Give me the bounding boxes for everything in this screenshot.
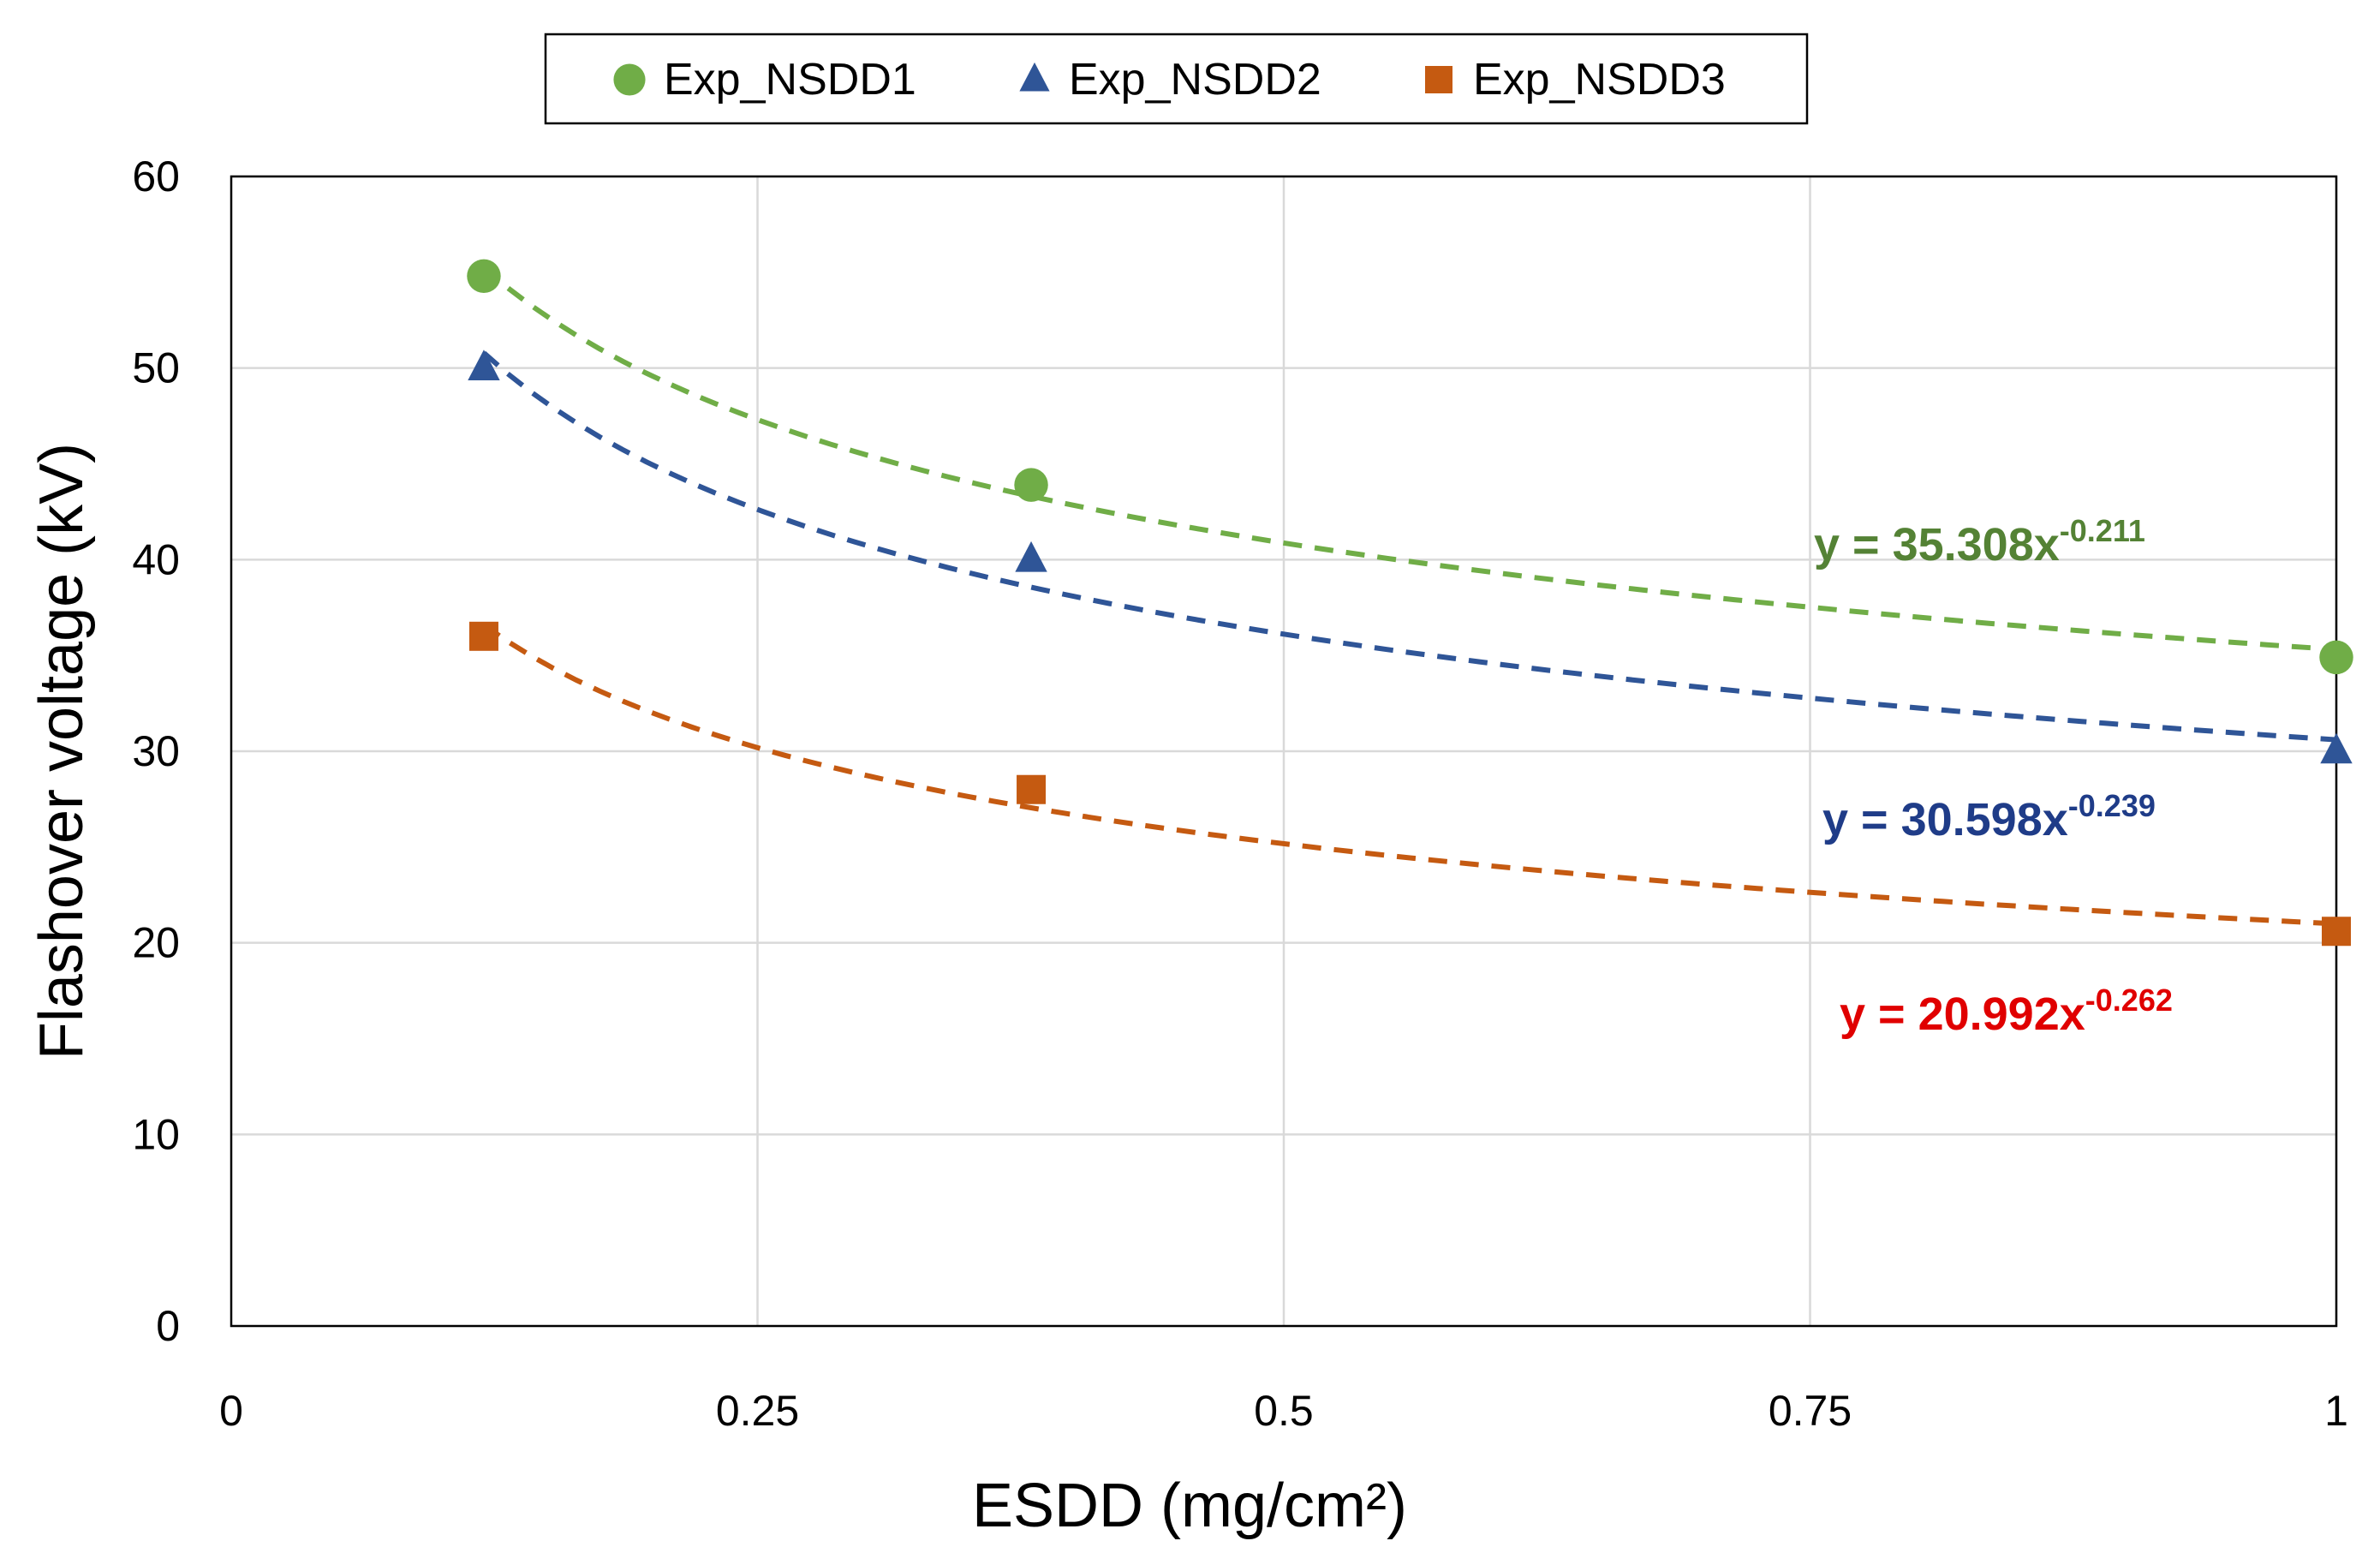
- legend-marker-3: [1425, 66, 1452, 93]
- x-tick-label: 0.75: [1769, 1387, 1852, 1435]
- series-1-point: [1014, 468, 1048, 502]
- labels: y = 35.308x-0.211 y = 30.598x-0.239 y = 20…: [1814, 513, 2173, 1040]
- x-tick-label: 0.5: [1254, 1387, 1314, 1435]
- data-points: [467, 259, 2353, 947]
- series-3-equation-exponent: -0.262: [2085, 983, 2173, 1018]
- y-tick-label: 50: [132, 344, 180, 392]
- series-2-point: [2320, 732, 2353, 764]
- legend-box: [544, 33, 1809, 125]
- series-1-trendline: [482, 266, 2337, 653]
- series-2-point: [1015, 541, 1047, 572]
- legend-label-2: Exp_NSDD2: [1069, 55, 1321, 105]
- series-1-point: [2319, 640, 2353, 675]
- legend-marker-1: [613, 63, 646, 96]
- series-3-point: [1017, 774, 1047, 804]
- series-1-equation-main: y = 35.308x: [1814, 519, 2060, 570]
- y-tick-label: 0: [156, 1302, 180, 1350]
- y-tick-label: 30: [132, 727, 180, 775]
- series-3-point: [468, 621, 498, 651]
- x-axis-title: ESDD (mg/cm²): [972, 1472, 1407, 1540]
- y-tick-label: 40: [132, 535, 180, 583]
- series-3-trendline: [482, 623, 2337, 927]
- axes: 0 10 20 30 40 50 60 0 0.25 0.5 0.75 1 ESDD (mg/cm²) F…: [27, 152, 2348, 1540]
- series-1-point: [467, 259, 501, 294]
- x-tick-label: 0.25: [716, 1387, 799, 1435]
- y-tick-label: 10: [132, 1110, 180, 1158]
- y-tick-label: 60: [132, 152, 180, 200]
- legend-label-1: Exp_NSDD1: [664, 55, 916, 105]
- series-3-equation-main: y = 20.992x: [1840, 989, 2085, 1040]
- x-tick-label: 0: [219, 1387, 243, 1435]
- series-2-trendline: [482, 350, 2337, 743]
- legend-marker-2: [1019, 62, 1050, 92]
- series-3-point: [2322, 917, 2351, 947]
- legend-label-3: Exp_NSDD3: [1473, 55, 1726, 105]
- y-axis-title: Flashover voltage (kV): [27, 443, 96, 1060]
- series-1-equation-exponent: -0.211: [2060, 513, 2145, 548]
- series-2-equation-label: y = 30.598x-0.239: [1822, 788, 2156, 845]
- series-2-equation-main: y = 30.598x: [1822, 794, 2068, 845]
- y-tick-label: 20: [132, 919, 180, 967]
- x-tick-label: 1: [2324, 1387, 2348, 1435]
- series-2-equation-exponent: -0.239: [2068, 788, 2156, 823]
- legend: Exp_NSDD1 Exp_NSDD2 Exp_NSDD3: [544, 33, 1809, 125]
- series-3-equation-label: y = 20.992x-0.262: [1840, 983, 2173, 1040]
- trendlines: [482, 266, 2337, 927]
- series-2-point: [468, 349, 500, 380]
- series-1-equation-label: y = 35.308x-0.211: [1814, 513, 2145, 570]
